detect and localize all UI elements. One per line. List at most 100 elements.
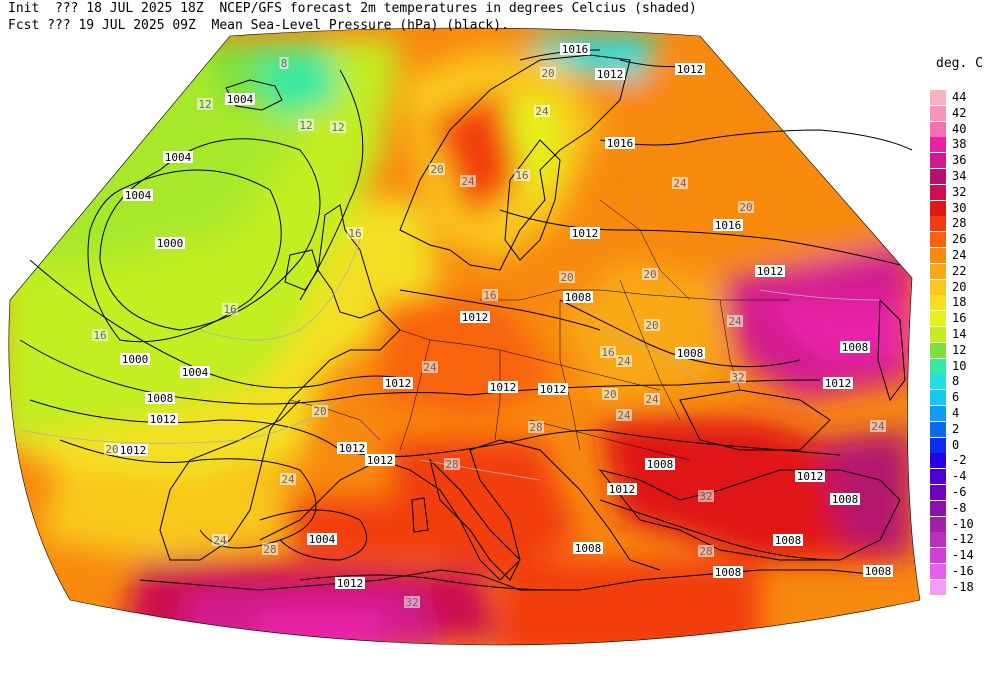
legend-swatch	[930, 469, 946, 485]
temperature-label-bg	[514, 169, 530, 181]
temperature-label: 28	[263, 543, 276, 556]
temperature-label-bg	[528, 421, 544, 433]
temperature-label-bg	[312, 405, 328, 417]
isobar-label: 1012	[337, 577, 364, 590]
isobar-label: 1012	[385, 377, 412, 390]
temperature-label: 8	[281, 57, 288, 70]
legend-label: 4	[952, 406, 960, 420]
temperature-label-bg	[616, 409, 632, 421]
isobars	[19, 49, 913, 591]
isobar-label-bg	[307, 533, 337, 545]
temperature-label-bg	[212, 534, 228, 546]
temperature-label: 24	[213, 534, 227, 547]
legend-swatch	[930, 184, 946, 200]
legend-swatch	[930, 374, 946, 390]
temperature-label: 32	[405, 596, 418, 609]
legend-label: 44	[952, 90, 967, 104]
isobar-label: 1012	[339, 442, 366, 455]
legend-swatch	[930, 406, 946, 421]
map-frame	[8, 27, 921, 646]
isobar-label-bg	[863, 565, 893, 577]
isobar-label-bg	[560, 43, 590, 55]
legend-swatch	[930, 579, 946, 595]
temperature-label: 20	[739, 201, 752, 214]
temperature-label-bg	[644, 319, 660, 331]
legend-swatch	[930, 121, 946, 137]
isobar-label: 1012	[609, 483, 636, 496]
temperature-label: 16	[483, 289, 496, 302]
temperature-label: 24	[423, 361, 437, 374]
isobar-label: 1008	[575, 542, 602, 555]
isobar-label: 1012	[597, 68, 624, 81]
isobar-label-bg	[225, 93, 255, 105]
isobar-label-bg	[755, 265, 785, 277]
temperature-label-bg	[422, 361, 438, 373]
temperature-label: 20	[645, 319, 658, 332]
legend-label: 26	[952, 232, 967, 247]
temperature-label-bg	[262, 543, 278, 555]
temperature-label-bg	[672, 177, 688, 189]
legend-swatch	[930, 342, 946, 358]
temperature-label: 20	[105, 443, 118, 456]
temperature-label-bg	[616, 355, 632, 367]
legend-swatch	[930, 311, 946, 327]
isobar-label-bg	[645, 458, 675, 470]
isobar-label: 1012	[757, 265, 784, 278]
isobar-label-bg	[605, 137, 635, 149]
legend-label: 10	[952, 358, 967, 373]
isobar-label: 1012	[120, 444, 147, 457]
temperature-label: 20	[560, 271, 573, 284]
legend-label: 20	[952, 279, 967, 294]
legend-label: -16	[952, 564, 974, 578]
isobar-label-bg	[365, 454, 395, 466]
temperature-label-bg	[540, 67, 556, 79]
temperature-label: 16	[601, 346, 614, 359]
legend-label: 38	[952, 137, 967, 152]
legend-swatch	[930, 564, 946, 579]
legend-label: -2	[952, 453, 967, 468]
temperature-label: 20	[430, 163, 443, 176]
legend-label: 12	[952, 342, 967, 357]
legend-label: 6	[952, 390, 960, 405]
legend-swatch	[930, 169, 946, 184]
temperature-label: 24	[871, 420, 885, 433]
isobar-label-bg	[713, 566, 743, 578]
legend-label: 32	[952, 184, 967, 199]
isobar-label-bg	[538, 383, 568, 395]
legend-label: 18	[952, 295, 967, 310]
isobar-label: 1004	[165, 151, 192, 164]
temperature-label-bg	[104, 443, 120, 455]
isobar-label: 1000	[157, 237, 184, 250]
country-borders	[289, 199, 790, 461]
temperature-label: 28	[529, 421, 542, 434]
legend-label: 14	[952, 327, 967, 341]
legend-swatch	[930, 516, 946, 532]
legend-swatch	[930, 532, 946, 548]
legend-label: 22	[952, 263, 967, 278]
legend-label: -10	[952, 516, 974, 531]
isobar-label-bg	[335, 577, 365, 589]
header-line-1: Init ??? 18 JUL 2025 18Z NCEP/GFS foreca…	[8, 1, 697, 16]
legend-swatch	[930, 216, 946, 232]
isobar-label-bg	[383, 377, 413, 389]
temperature-label: 16	[223, 303, 236, 316]
isobar-label-bg	[713, 219, 743, 231]
isobar-label: 1004	[182, 366, 209, 379]
isobar-label-bg	[675, 347, 705, 359]
temperature-label: 24	[728, 315, 742, 328]
legend-label: 36	[952, 153, 967, 168]
isobar-label: 1012	[797, 470, 824, 483]
isobar-label-bg	[118, 444, 148, 456]
temperature-label: 16	[515, 169, 528, 182]
temperature-label: 20	[313, 405, 326, 418]
isobar-label-bg	[148, 413, 178, 425]
legend-label: 42	[952, 105, 967, 120]
isobar-label: 1008	[775, 534, 802, 547]
temperature-label: 32	[699, 490, 712, 503]
legend-swatch	[930, 485, 946, 500]
legend-label: -8	[952, 500, 967, 515]
